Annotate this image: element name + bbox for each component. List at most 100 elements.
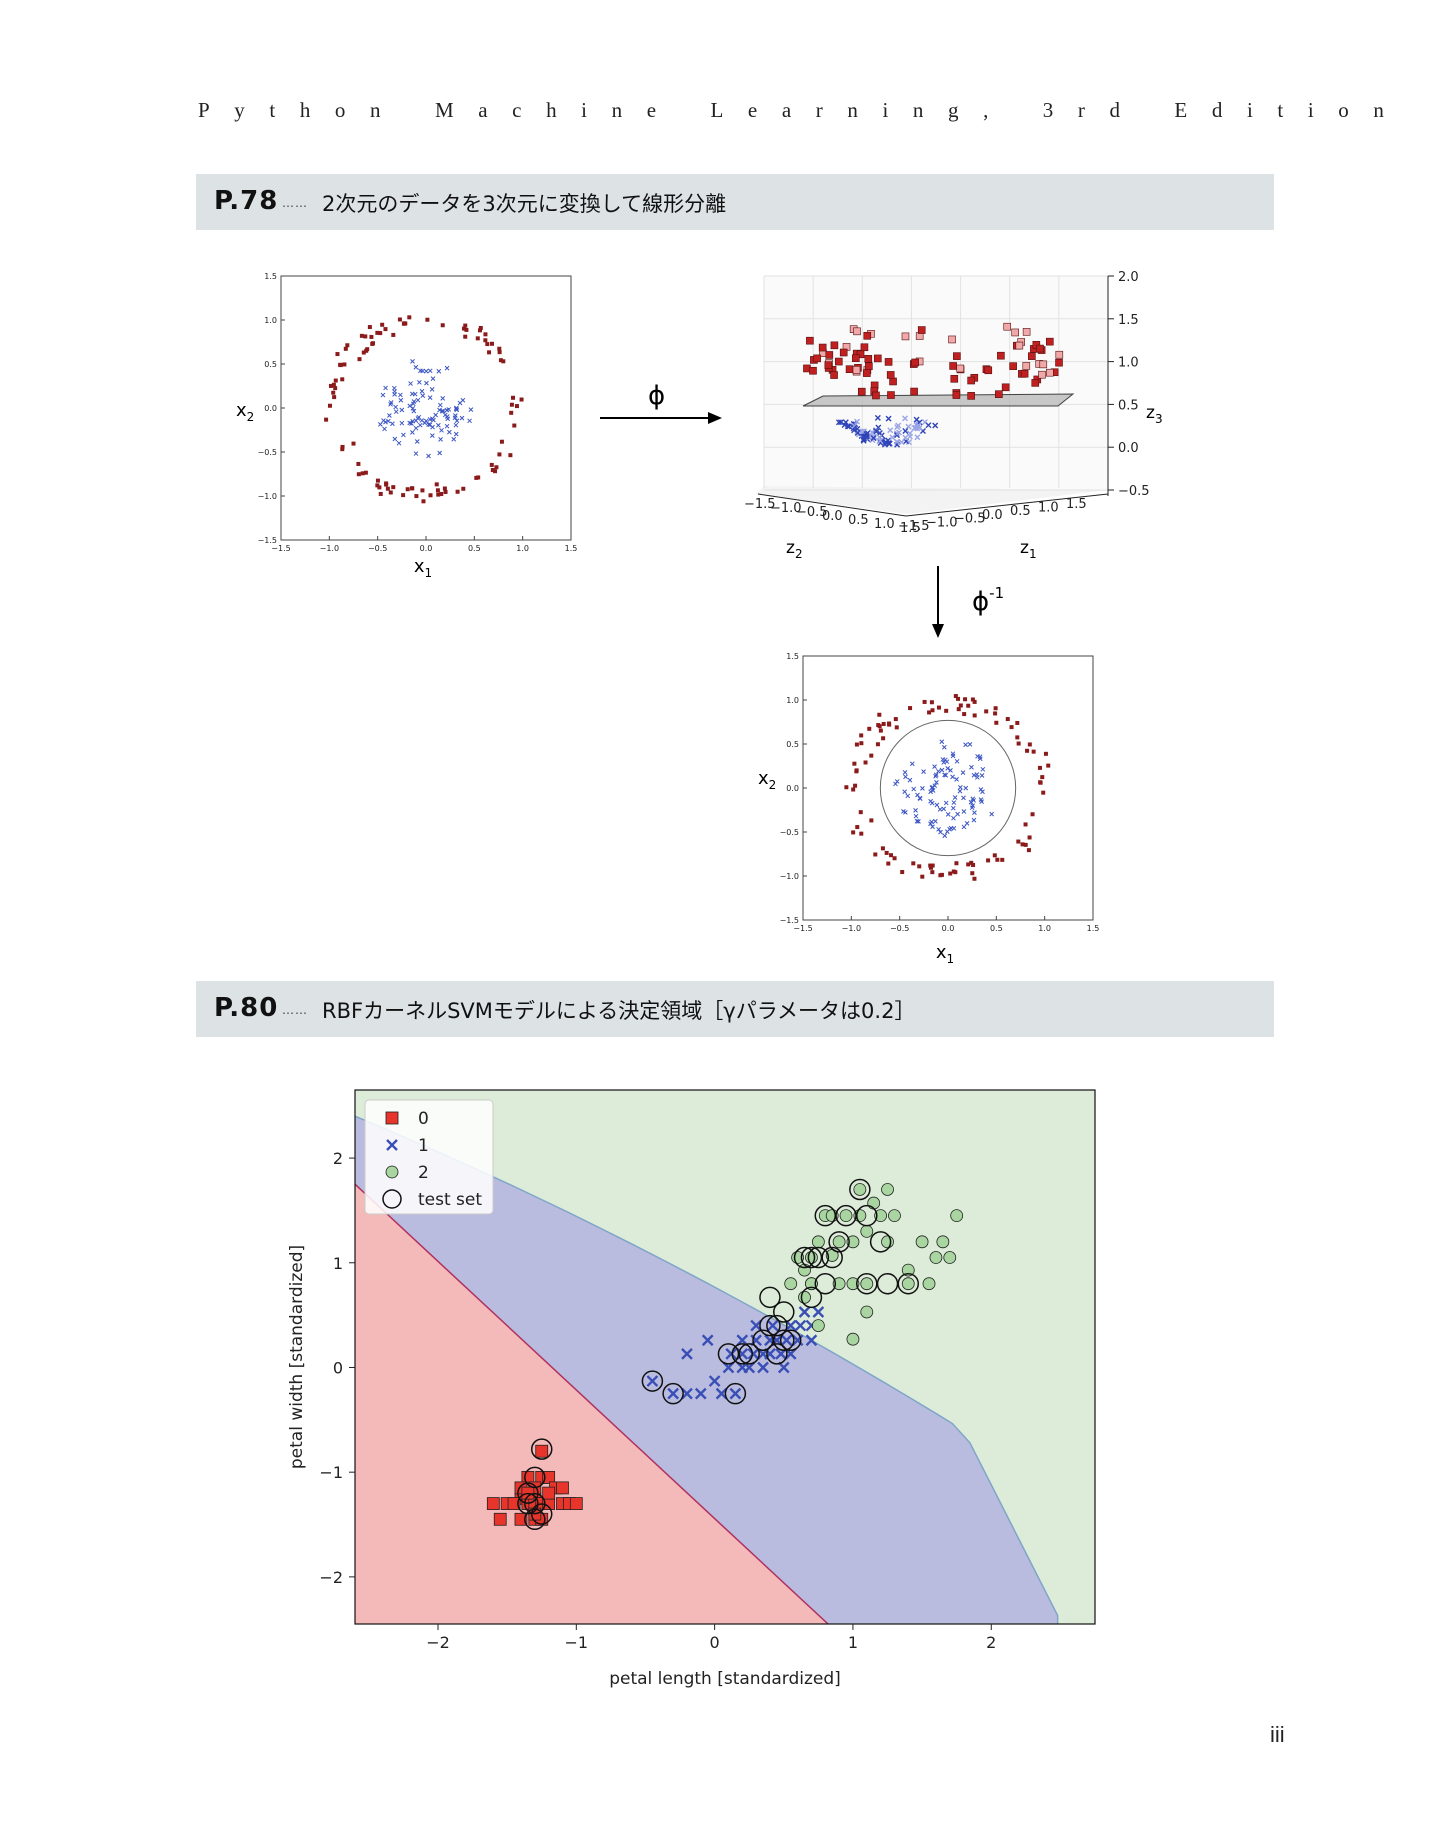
red-point-3d — [853, 327, 861, 336]
inner-point — [411, 408, 417, 414]
blue-point-3d — [902, 428, 909, 434]
outer-point — [876, 723, 881, 728]
inner-point — [961, 809, 967, 814]
red-point-3d — [967, 392, 975, 400]
inner-point — [942, 772, 947, 778]
x-tick-label: −0.5 — [368, 544, 387, 553]
red-point-3d — [1001, 383, 1010, 392]
z1-tick-label: 1.5 — [1066, 497, 1087, 512]
red-point-3d — [910, 387, 918, 396]
red-point-3d — [856, 350, 865, 359]
inner-point — [893, 781, 898, 787]
outer-point — [519, 397, 524, 402]
y-tick-label: −1.0 — [258, 492, 277, 501]
outer-point — [335, 352, 340, 357]
phi-inverse-arrow: ϕ-1 — [932, 566, 1004, 638]
red-point-3d — [887, 391, 895, 399]
inner-point — [407, 403, 413, 409]
transformed-3d-chart: 2.01.51.00.50.0−0.5 −1.5−1.0−0.50.0 0.5 1.… — [744, 270, 1163, 561]
outer-point — [343, 346, 348, 351]
inner-point — [980, 766, 986, 772]
inner-point — [454, 407, 460, 413]
inner-point — [937, 807, 943, 812]
blue-point-3d — [902, 415, 909, 422]
inner-point — [410, 359, 415, 364]
data-points — [324, 315, 524, 504]
class-2-point — [922, 1277, 936, 1291]
inner-point — [909, 761, 915, 767]
z3-tick-label: 1.5 — [1118, 313, 1139, 328]
outer-point — [494, 465, 499, 470]
section-caption: RBFカーネルSVMモデルによる決定領域［γパラメータは0.2］ — [322, 999, 916, 1023]
outer-point — [1009, 725, 1014, 730]
class-2-point — [811, 1319, 825, 1332]
class-1-point — [764, 1348, 776, 1360]
outer-point — [995, 857, 1000, 862]
outer-point — [508, 453, 513, 458]
z1-tick-label: 1.0 — [1038, 501, 1059, 516]
inner-point — [930, 824, 935, 830]
outer-point — [485, 342, 490, 347]
inner-point — [398, 397, 404, 403]
inner-point — [936, 826, 941, 832]
outer-point — [969, 860, 974, 865]
class-2-point — [846, 1277, 860, 1291]
inner-point — [979, 773, 985, 778]
inner-point — [440, 395, 446, 401]
class-2-point — [915, 1235, 929, 1249]
inner-point — [444, 407, 450, 413]
legend-marker-2 — [385, 1165, 399, 1179]
red-point-3d — [1028, 352, 1036, 360]
inner-point — [974, 772, 980, 777]
outer-point — [410, 486, 415, 491]
inner-point — [944, 759, 950, 765]
x-tick-label: −1 — [565, 1633, 589, 1652]
red-point-3d — [949, 362, 957, 370]
red-point-3d — [984, 366, 993, 375]
inner-point — [390, 421, 395, 427]
legend-label: test set — [418, 1190, 482, 1210]
inner-point — [387, 413, 392, 418]
axis-ticks: −2 −1 0 1 2 2 1 0 −1 −2 — [319, 1149, 996, 1652]
outer-point — [877, 712, 882, 717]
outer-point — [954, 861, 959, 866]
outer-point — [884, 850, 889, 855]
test-set-point — [530, 1438, 553, 1460]
outer-point — [378, 491, 383, 496]
red-point-3d — [948, 335, 956, 344]
outer-point — [357, 357, 362, 362]
red-point-3d — [813, 354, 821, 363]
outer-point — [403, 321, 408, 326]
red-point-3d — [824, 361, 833, 369]
class-1-point — [771, 1334, 783, 1347]
y-tick-label: 0.0 — [786, 784, 799, 793]
boundary-0-1 — [355, 1183, 829, 1624]
inner-point — [954, 758, 960, 764]
red-point-3d — [860, 343, 869, 352]
outer-point — [331, 390, 336, 395]
red-point-3d — [852, 354, 860, 363]
inner-point — [945, 766, 951, 771]
red-point-3d — [1046, 337, 1054, 346]
outer-point — [1005, 717, 1010, 722]
red-point-3d — [806, 336, 814, 345]
y-tick-label: 1.0 — [264, 316, 277, 325]
outer-point — [388, 490, 393, 495]
class-1-point — [784, 1319, 797, 1332]
blue-point-3d — [863, 431, 870, 438]
red-point-3d — [967, 376, 975, 385]
outer-point — [1046, 763, 1051, 768]
blue-point-3d — [893, 438, 900, 445]
class-1-point — [798, 1306, 811, 1318]
blue-point-3d — [854, 418, 861, 425]
class-2-point — [929, 1251, 943, 1264]
test-set-point — [517, 1482, 539, 1504]
inner-point — [444, 365, 450, 371]
class-1-point — [725, 1348, 738, 1360]
outer-point — [878, 728, 883, 733]
test-set-point — [738, 1343, 760, 1365]
inner-point — [414, 439, 420, 444]
outer-point — [428, 493, 433, 498]
inner-point — [932, 764, 937, 769]
blue-point-3d — [881, 441, 888, 448]
